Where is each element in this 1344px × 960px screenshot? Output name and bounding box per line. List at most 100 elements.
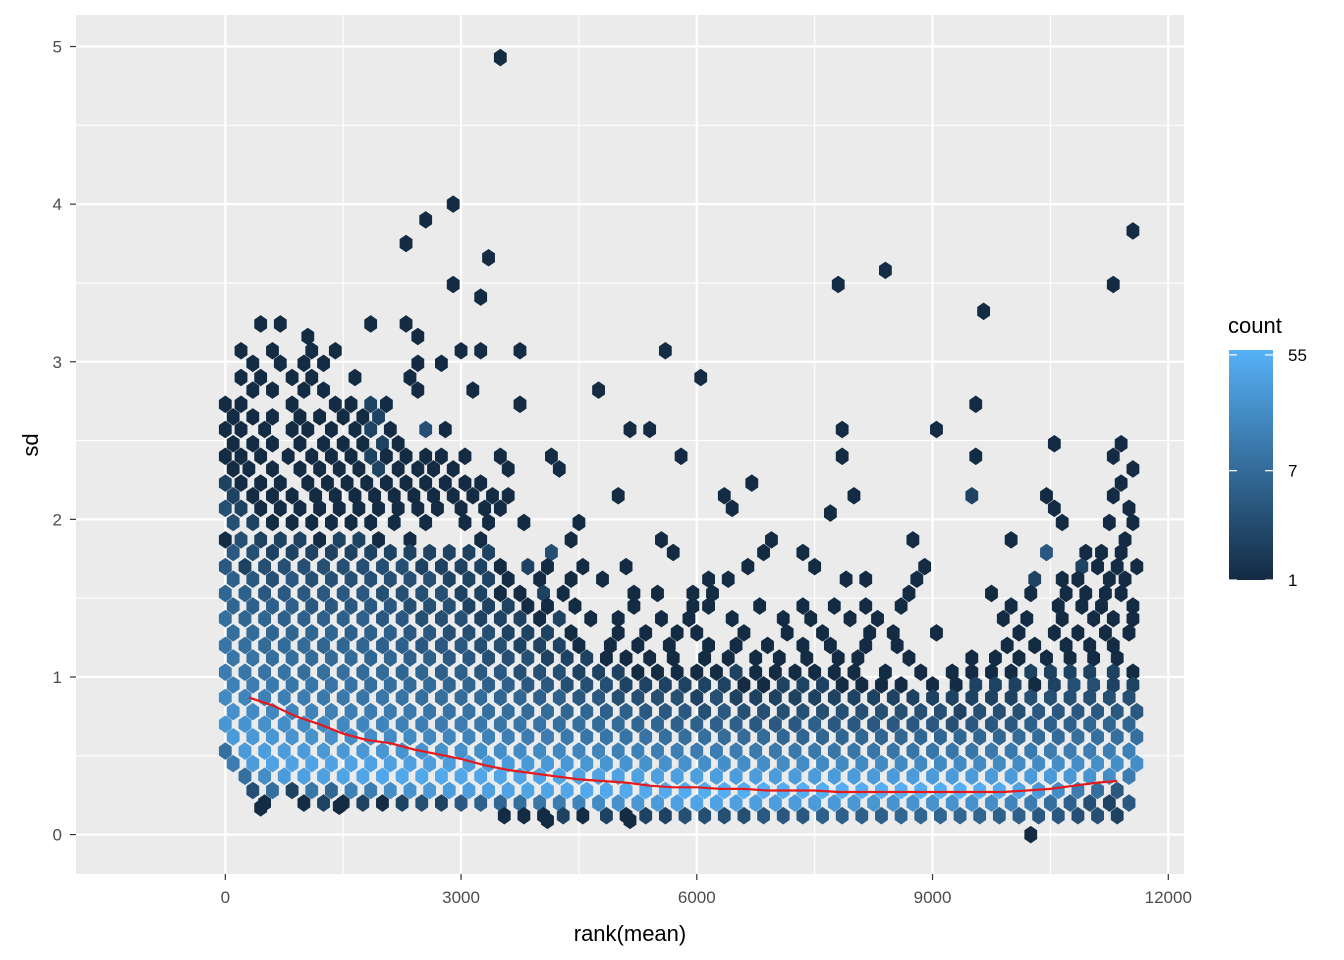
hex-bin — [875, 702, 888, 721]
hex-bin — [1110, 781, 1124, 800]
hex-bin — [218, 584, 232, 603]
hex-bin — [953, 702, 967, 721]
hex-bin — [352, 460, 366, 478]
hex-bin — [493, 663, 507, 682]
hex-bin — [297, 636, 311, 655]
hex-bin — [572, 688, 586, 707]
hex-bin — [383, 543, 397, 562]
hex-bin — [541, 557, 554, 576]
hex-bin — [454, 663, 468, 682]
hex-bin — [670, 663, 684, 682]
hex-bin — [541, 811, 554, 830]
hex-bin — [395, 794, 409, 812]
hex-bin — [580, 649, 594, 667]
hex-bin — [305, 649, 319, 667]
hex-bin — [383, 649, 397, 667]
hex-bin — [1091, 702, 1104, 721]
hex-bin — [875, 676, 888, 694]
hex-bin — [533, 742, 547, 760]
hex-bin — [254, 368, 268, 387]
hex-bin — [356, 636, 370, 655]
hex-bin — [1024, 825, 1038, 844]
hex-bin — [364, 649, 378, 667]
hex-bin — [906, 794, 920, 812]
hex-bin — [246, 408, 260, 426]
hex-bin — [435, 663, 448, 682]
hex-bin — [395, 663, 409, 682]
hex-bin — [395, 767, 409, 786]
hex-bin — [435, 584, 448, 603]
hex-bin — [458, 474, 472, 492]
hex-bin — [273, 315, 287, 333]
hex-bin — [317, 742, 330, 760]
hex-bin — [776, 806, 790, 825]
hex-bin — [218, 663, 232, 682]
hex-bin — [462, 624, 476, 642]
hex-bin — [1071, 702, 1085, 721]
hex-bin — [344, 624, 358, 642]
hex-bin — [285, 420, 299, 439]
hex-bin — [521, 649, 535, 667]
hex-bin — [965, 688, 979, 707]
hex-bin — [246, 781, 260, 800]
hex-bin — [1055, 513, 1069, 532]
hex-bin — [541, 702, 554, 721]
hex-bin — [321, 474, 334, 492]
hex-bin — [992, 702, 1006, 721]
hex-bin — [1051, 806, 1065, 825]
hex-bin — [761, 636, 774, 655]
hex-bin — [266, 649, 279, 667]
hex-bin — [902, 649, 916, 667]
hex-bin — [513, 742, 527, 760]
hex-bin — [266, 781, 279, 800]
hex-bin — [1024, 767, 1038, 786]
x-axis: 0 3000 6000 9000 12000 — [221, 874, 1192, 907]
hex-bin — [710, 767, 723, 786]
hex-bin — [246, 624, 260, 642]
hex-bin — [631, 794, 645, 812]
hex-bin — [415, 584, 429, 603]
hex-bin — [266, 408, 279, 426]
hex-bin — [442, 754, 456, 773]
hex-bin — [277, 767, 291, 786]
hex-bin — [266, 434, 279, 453]
x-tick-label: 12000 — [1145, 888, 1192, 907]
hex-bin — [690, 767, 704, 786]
hex-bin — [218, 688, 232, 707]
y-tick-label: 0 — [53, 826, 62, 845]
hex-bin — [482, 728, 495, 746]
hex-bin — [788, 767, 802, 786]
hex-bin — [501, 781, 515, 800]
hex-bin — [383, 570, 397, 589]
hex-bin — [246, 649, 260, 667]
hex-bin — [611, 688, 625, 707]
hex-bin — [651, 688, 664, 707]
hex-bin — [533, 663, 547, 682]
hex-bin — [560, 754, 574, 773]
hex-bin — [399, 234, 413, 253]
hex-bin — [348, 368, 362, 387]
hex-bin — [501, 460, 515, 478]
hex-bin — [376, 557, 389, 576]
hex-bin — [238, 767, 252, 786]
hex-bin — [926, 742, 939, 760]
hex-bin — [238, 636, 252, 655]
hex-bin — [266, 486, 279, 505]
hex-bin — [969, 447, 983, 466]
hex-bin — [482, 513, 495, 532]
hex-bin — [254, 799, 268, 817]
hex-bin — [462, 702, 476, 721]
hex-bin — [1063, 715, 1077, 734]
hex-bin — [835, 420, 849, 439]
hex-bin — [364, 513, 378, 532]
legend-ticks: 55 7 1 — [1229, 346, 1307, 590]
hex-bin — [757, 728, 770, 746]
hex-bin — [835, 806, 849, 825]
hex-bin — [285, 624, 299, 642]
hex-bin — [462, 728, 476, 746]
hex-bin — [277, 584, 291, 603]
hex-bin — [411, 354, 425, 373]
hex-bin — [564, 624, 578, 642]
hex-bin — [945, 688, 959, 707]
hex-bin — [395, 584, 409, 603]
